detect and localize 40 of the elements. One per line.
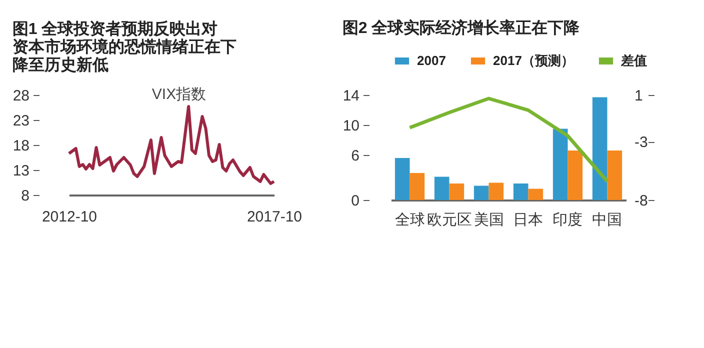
x-tick-label: 中国: [592, 212, 622, 228]
y-tick-label: 13: [12, 162, 30, 180]
x-tick-label: 2012-10: [42, 208, 98, 226]
bar: [568, 150, 583, 200]
bar: [513, 184, 528, 200]
x-tick-label: 欧元区: [426, 212, 472, 228]
y-tick-label: 0: [351, 192, 360, 210]
y-tick-label: 6: [351, 148, 360, 164]
bar: [488, 182, 504, 200]
bar: [394, 158, 410, 200]
y-tick-label: 23: [12, 112, 30, 130]
bar: [449, 184, 464, 200]
legend-label: 差值: [620, 53, 647, 68]
x-tick-label: 美国: [474, 212, 504, 228]
y2-tick-label: -3: [634, 134, 648, 152]
y-tick-label: 14: [342, 88, 360, 104]
bar: [592, 97, 608, 200]
x-tick-label: 印度: [552, 212, 583, 228]
legend-label: 2017（预测）: [493, 53, 574, 68]
x-tick-label: 2017-10: [246, 208, 302, 226]
bar: [434, 176, 450, 200]
x-tick-label: 全球: [394, 212, 425, 228]
x-tick-label: 日本: [513, 212, 544, 228]
y2-tick-label: -8: [634, 192, 648, 210]
legend-label: 2007: [417, 53, 446, 68]
bar: [552, 128, 568, 200]
y-tick-label: 18: [12, 138, 30, 154]
series-label: VIX指数: [152, 86, 206, 103]
chart-title: 图2 全球实际经济增长率正在下降: [342, 18, 581, 37]
y-tick-label: 10: [342, 118, 360, 134]
y2-tick-label: 1: [634, 88, 643, 104]
bar: [410, 173, 425, 200]
line-series: [68, 105, 276, 185]
bar: [528, 188, 544, 200]
y-tick-label: 28: [12, 88, 30, 104]
bar: [474, 186, 489, 200]
bar: [607, 150, 622, 200]
chart-title: 图1 全球投资者预期反映出对资本市场环境的恐慌情绪正在下降至历史新低: [12, 20, 236, 74]
y-tick-label: 8: [21, 188, 30, 204]
line-series: [408, 96, 609, 184]
